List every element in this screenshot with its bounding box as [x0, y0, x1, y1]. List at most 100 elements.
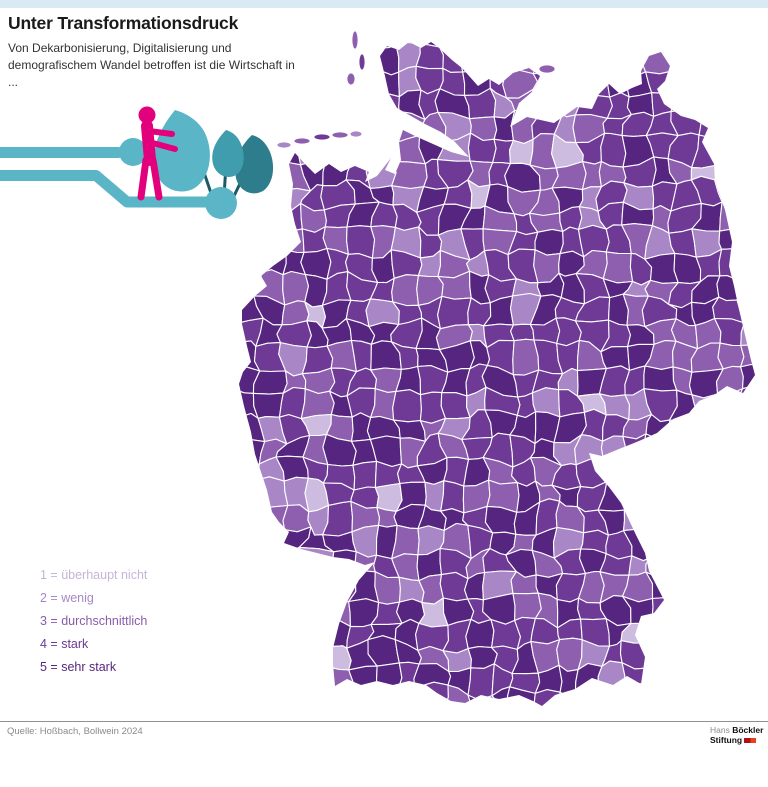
- district-cell: [739, 432, 755, 465]
- district-cell: [391, 161, 428, 190]
- district-cell: [467, 663, 495, 701]
- district-cell: [415, 710, 442, 712]
- district-cell: [560, 710, 583, 712]
- district-cell: [239, 521, 266, 555]
- district-cell: [299, 642, 334, 673]
- district-cell: [439, 42, 470, 50]
- district-cell: [644, 479, 674, 507]
- district-cell: [598, 685, 630, 706]
- district-cell: [738, 42, 755, 73]
- coastal-islands: [276, 30, 556, 149]
- district-cell: [644, 618, 676, 652]
- district-cell: [463, 42, 489, 50]
- district-cell: [509, 138, 534, 166]
- district-cell: [396, 710, 424, 712]
- district-cell: [668, 549, 703, 579]
- district-cell: [277, 50, 310, 70]
- district-cell: [717, 433, 747, 465]
- district-cell: [535, 42, 564, 53]
- page-subtitle: Von Dekarbonisierung, Digitalisierung un…: [8, 40, 308, 91]
- district-cell: [258, 42, 288, 53]
- district-cell: [716, 509, 742, 531]
- district-cell: [256, 687, 288, 706]
- district-cell: [697, 528, 719, 553]
- district-cell: [716, 478, 749, 513]
- circuit-bar-top: [0, 147, 120, 158]
- district-cell: [716, 663, 749, 696]
- logo-word-boeckler: Böckler: [732, 725, 764, 735]
- district-cell: [667, 458, 698, 483]
- district-cell: [236, 709, 260, 712]
- district-cell: [576, 42, 607, 50]
- district-cell: [690, 621, 725, 650]
- district-cell: [719, 200, 749, 232]
- circuit-node-small: [119, 138, 147, 166]
- district-cell: [736, 251, 755, 283]
- person-icon: [137, 106, 178, 201]
- district-cell: [415, 43, 444, 70]
- germany-choropleth-map: [236, 30, 755, 712]
- district-cell: [745, 641, 755, 670]
- district-cell: [239, 71, 266, 95]
- district-cell: [279, 691, 310, 706]
- district-cell: [620, 481, 651, 511]
- district-cell: [691, 44, 723, 70]
- district-cell: [465, 618, 495, 650]
- district-cell: [252, 109, 286, 144]
- district-cell: [691, 66, 720, 100]
- district-cell: [324, 689, 356, 706]
- district-cell: [673, 68, 701, 100]
- district-cell: [365, 154, 397, 190]
- district-cell: [305, 45, 326, 74]
- district-cell: [304, 708, 333, 712]
- district-cell: [259, 549, 289, 579]
- district-cell: [690, 594, 725, 628]
- district-cell: [675, 710, 702, 712]
- district-cell: [644, 642, 676, 675]
- circuit-node-large: [205, 187, 237, 219]
- district-cell: [715, 709, 747, 712]
- district-cell: [738, 87, 755, 117]
- district-cell: [239, 456, 260, 481]
- district-cell: [280, 42, 310, 55]
- district-cell: [239, 157, 261, 188]
- district-cell: [738, 508, 755, 531]
- district-cell: [738, 550, 755, 582]
- district-cell: [257, 642, 285, 667]
- district-cell: [738, 594, 755, 620]
- district-cell: [300, 617, 334, 648]
- subtitle-line-2: demografischem Wandel betroffen ist die …: [8, 58, 295, 89]
- district-cell: [370, 110, 400, 145]
- legend-item-2: 2 = wenig: [40, 591, 94, 605]
- district-cell: [392, 389, 422, 423]
- district-cell: [714, 524, 743, 553]
- district-cell: [581, 160, 602, 191]
- logo-word-stiftung: Stiftung: [710, 734, 743, 745]
- district-cell: [344, 91, 379, 125]
- district-cell: [280, 89, 307, 114]
- district-cell: [578, 708, 606, 712]
- district-cell: [348, 570, 380, 604]
- district-cell: [556, 44, 587, 73]
- district-cell: [695, 432, 723, 462]
- district-cell: [671, 618, 695, 652]
- district-cell: [644, 457, 671, 483]
- leaf-medium-icon: [212, 130, 244, 177]
- district-cell: [667, 432, 700, 464]
- district-cell: [301, 88, 328, 115]
- district-cell: [350, 412, 372, 442]
- district-cell: [739, 457, 755, 490]
- district-cell: [239, 133, 261, 169]
- district-cell: [717, 342, 745, 370]
- district-cell: [259, 225, 287, 251]
- district-cell: [239, 109, 257, 139]
- district-cell: [713, 594, 749, 625]
- district-cell: [742, 205, 755, 236]
- district-cell: [738, 409, 755, 435]
- district-cell: [667, 476, 698, 511]
- district-cell: [651, 596, 680, 624]
- district-cell: [693, 570, 718, 603]
- district-cell: [556, 67, 587, 99]
- district-cell: [277, 66, 307, 95]
- district-cell: [298, 546, 335, 581]
